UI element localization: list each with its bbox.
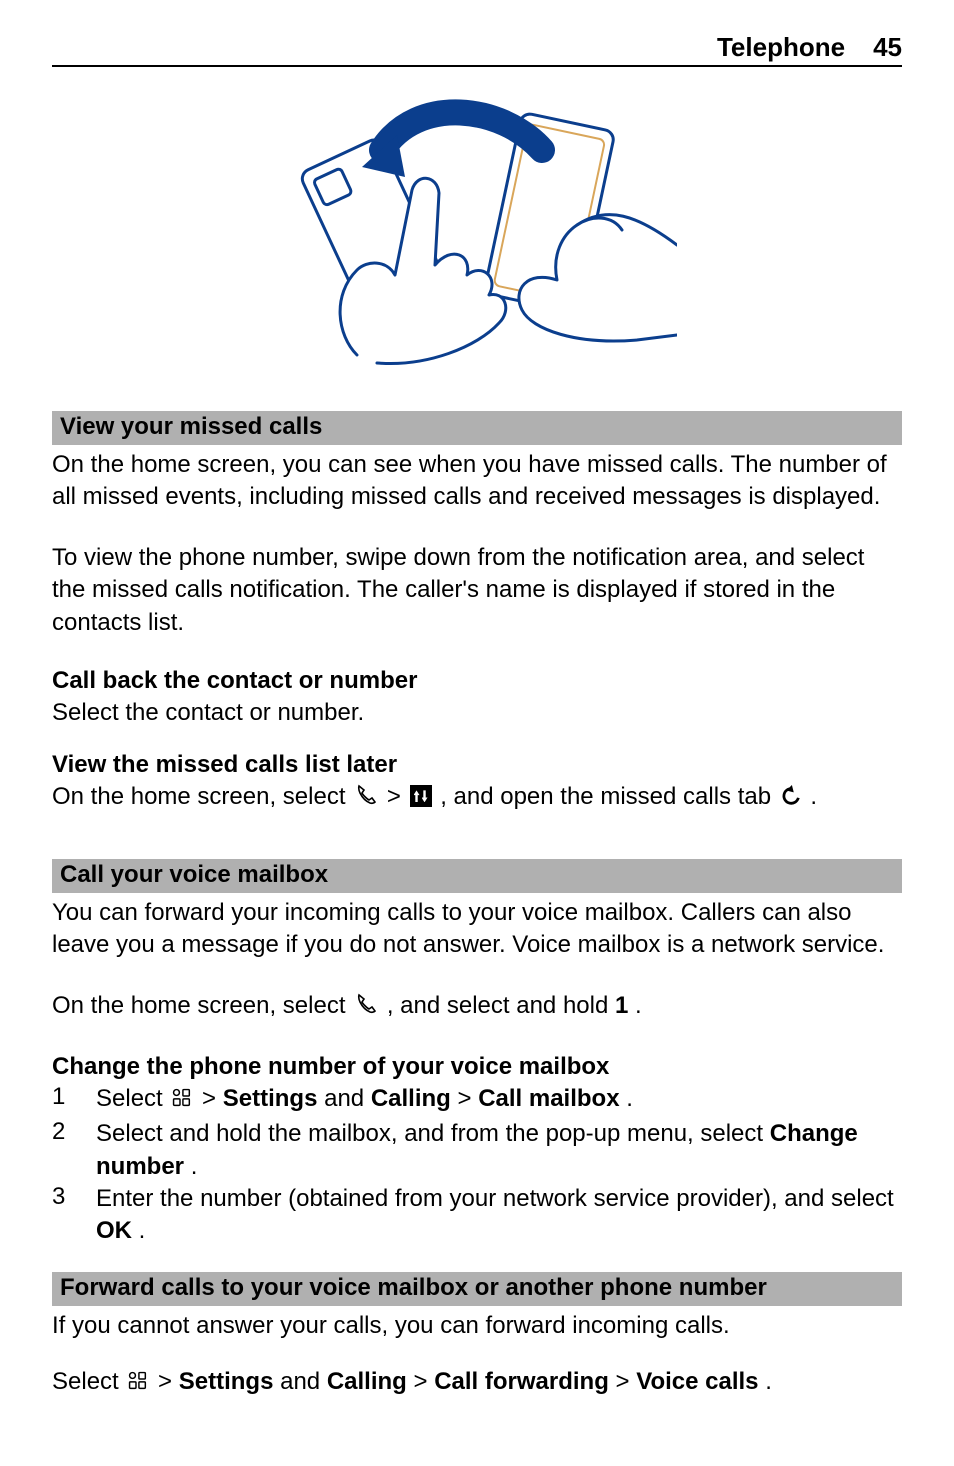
gt-separator: > [202, 1085, 223, 1112]
text-fragment: . [139, 1217, 146, 1244]
section1-paragraph-2: To view the phone number, swipe down fro… [52, 542, 902, 639]
sub-text-call-back: Select the contact or number. [52, 697, 902, 729]
step-number: 1 [52, 1083, 96, 1111]
step-row: 2 Select and hold the mailbox, and from … [52, 1118, 902, 1183]
step-text: Select and hold the mailbox, and from th… [96, 1118, 902, 1183]
missed-calls-tab-icon [780, 784, 802, 816]
nav-item: Settings [223, 1085, 318, 1112]
text-fragment: and [324, 1085, 371, 1112]
text-fragment: Enter the number (obtained from your net… [96, 1185, 894, 1212]
apps-icon [127, 1369, 149, 1401]
apps-icon [171, 1086, 193, 1118]
section3-paragraph-1: If you cannot answer your calls, you can… [52, 1310, 902, 1342]
text-fragment: Select [52, 1368, 125, 1395]
page-header: Telephone 45 [52, 32, 902, 67]
gt-separator: > [458, 1085, 479, 1112]
text-fragment: On the home screen, select [52, 783, 352, 810]
gt-separator: > [158, 1368, 179, 1395]
text-fragment: . [765, 1368, 772, 1395]
steps-change-mailbox: 1 Select > Settings and Calling > Call m… [52, 1083, 902, 1248]
section1-paragraph-1: On the home screen, you can see when you… [52, 449, 902, 514]
subsection-call-back: Call back the contact or number Select t… [52, 667, 902, 729]
phone-icon [354, 992, 378, 1025]
step-text: Enter the number (obtained from your net… [96, 1183, 902, 1248]
hold-key-1: 1 [615, 992, 628, 1019]
step-number: 2 [52, 1118, 96, 1146]
page: Telephone 45 [0, 0, 954, 1466]
sub-heading-change-mailbox: Change the phone number of your voice ma… [52, 1053, 902, 1081]
header-page-number: 45 [873, 32, 902, 63]
section-bar-missed-calls: View your missed calls [52, 411, 902, 445]
section2-paragraph-2: On the home screen, select , and select … [52, 990, 902, 1025]
sub-heading-view-later: View the missed calls list later [52, 751, 902, 779]
text-fragment: . [810, 783, 817, 810]
section-bar-forward-calls: Forward calls to your voice mailbox or a… [52, 1272, 902, 1306]
nav-item: Settings [179, 1368, 274, 1395]
text-fragment: . [626, 1085, 633, 1112]
text-fragment: , and select and hold [387, 992, 615, 1019]
sub-heading-call-back: Call back the contact or number [52, 667, 902, 695]
nav-item: Calling [327, 1368, 407, 1395]
step-row: 3 Enter the number (obtained from your n… [52, 1183, 902, 1248]
illustration-container [52, 95, 902, 375]
flip-phone-illustration [277, 95, 677, 375]
nav-item: Call mailbox [478, 1085, 619, 1112]
text-fragment: and [280, 1368, 327, 1395]
gt-separator: > [414, 1368, 435, 1395]
gt-separator: > [387, 783, 408, 810]
subsection-view-later: View the missed calls list later On the … [52, 751, 902, 816]
header-title: Telephone [717, 32, 845, 63]
gt-separator: > [616, 1368, 637, 1395]
nav-item: Voice calls [636, 1368, 758, 1395]
section2-paragraph-1: You can forward your incoming calls to y… [52, 897, 902, 962]
text-fragment: . [635, 992, 642, 1019]
text-fragment: . [191, 1153, 198, 1180]
call-log-icon [410, 785, 432, 807]
text-fragment: Select and hold the mailbox, and from th… [96, 1120, 770, 1147]
text-fragment: , and open the missed calls tab [440, 783, 778, 810]
phone-icon [354, 783, 378, 816]
step-text: Select > Settings and Calling > Call mai… [96, 1083, 633, 1118]
sub-text-view-later: On the home screen, select > , and open … [52, 781, 902, 816]
nav-item: OK [96, 1217, 132, 1244]
step-number: 3 [52, 1183, 96, 1211]
text-fragment: Select [96, 1085, 169, 1112]
nav-item: Calling [371, 1085, 451, 1112]
nav-item: Call forwarding [434, 1368, 609, 1395]
section-bar-voice-mailbox: Call your voice mailbox [52, 859, 902, 893]
section3-paragraph-2: Select > Settings and Calling > Call for… [52, 1366, 902, 1401]
step-row: 1 Select > Settings and Calling > Call m… [52, 1083, 902, 1118]
text-fragment: On the home screen, select [52, 992, 352, 1019]
